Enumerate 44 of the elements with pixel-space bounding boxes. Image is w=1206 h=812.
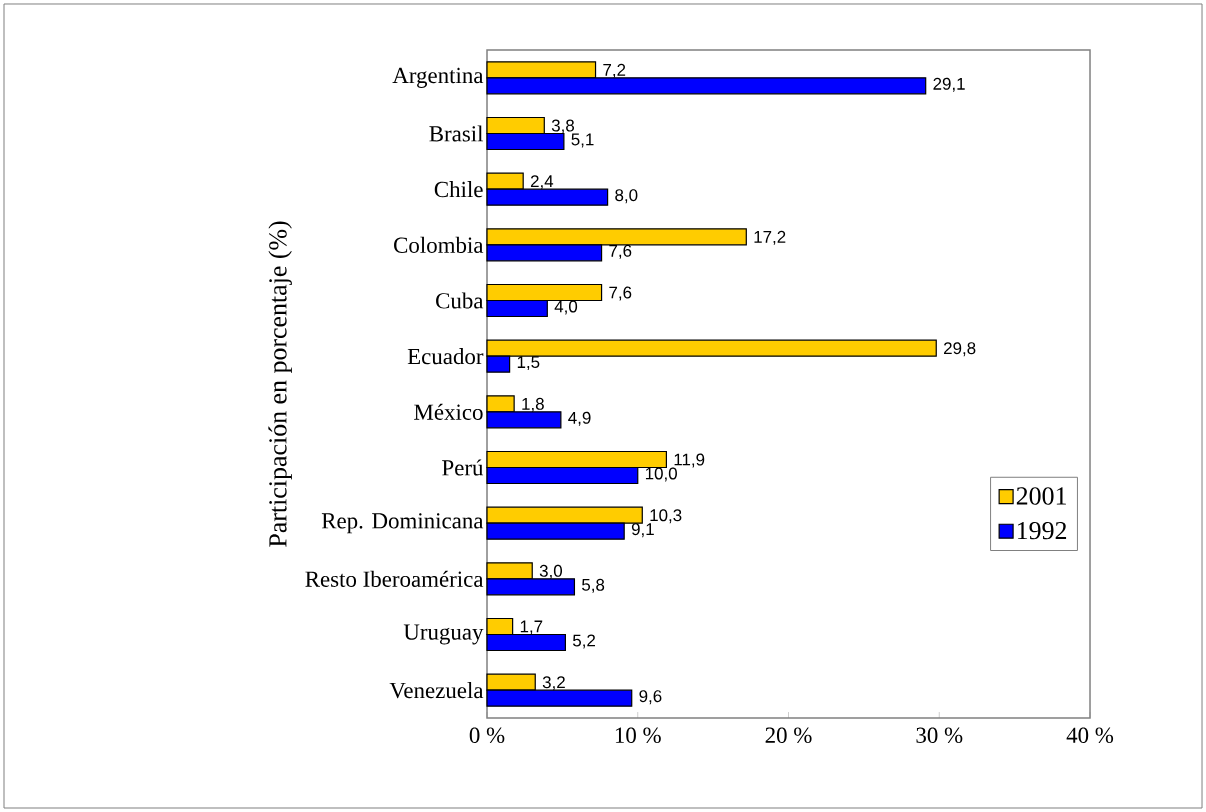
x-tick-label: 10 %	[615, 727, 661, 744]
x-tick-label: 20 %	[765, 727, 812, 744]
data-label: 5,1	[571, 133, 594, 148]
y-tick-label: Colombia	[394, 236, 484, 253]
legend-label: 2001	[1016, 487, 1066, 505]
y-tick-label: México	[414, 403, 483, 420]
data-label: 8,0	[615, 189, 638, 204]
y-tick-label: Cuba	[436, 292, 484, 309]
legend-label: 1992	[1017, 521, 1067, 540]
data-label: 7,6	[609, 286, 632, 301]
data-label: 7,6	[609, 244, 632, 259]
data-label: 3,0	[539, 564, 563, 579]
data-label: 4,9	[568, 411, 591, 426]
data-label: 1,5	[517, 356, 540, 371]
data-label: 11,9	[674, 453, 705, 468]
data-label: 3,2	[542, 676, 565, 691]
data-label: 7,2	[603, 63, 626, 78]
y-tick-label: Ecuador	[407, 348, 484, 365]
y-tick-label: Uruguay	[403, 624, 484, 645]
data-label: 9,6	[639, 690, 662, 705]
x-tick-label: 30 %	[916, 727, 963, 744]
y-tick-label: Venezuela	[389, 682, 484, 699]
data-label: 3,8	[551, 119, 575, 134]
data-label: 2,4	[530, 175, 554, 190]
y-tick-label: Chile	[434, 181, 483, 198]
y-tick-label: Argentina	[392, 67, 484, 88]
data-label: 9,1	[631, 523, 654, 538]
x-tick-label: 0 %	[469, 727, 505, 744]
data-label: 17,2	[754, 230, 786, 245]
y-tick-label: Perú	[442, 459, 484, 476]
x-tick-label: 40 %	[1066, 727, 1114, 744]
data-label: 1,8	[522, 397, 544, 412]
data-label: 29,1	[933, 77, 965, 92]
data-label: 1,7	[520, 620, 543, 635]
data-label: 10,3	[650, 509, 682, 524]
y-tick-label: Brasil	[429, 125, 484, 142]
y-tick-label: Rep. Dominicana	[321, 513, 484, 534]
data-label: 10,0	[645, 467, 677, 482]
data-label: 29,8	[944, 342, 976, 357]
data-label: 5,2	[572, 634, 595, 649]
data-label: 5,8	[582, 578, 605, 593]
y-tick-label: Resto Iberoamérica	[305, 570, 484, 587]
data-label: 4,0	[554, 300, 578, 315]
y-axis-title: Participación en porcentaje (%)	[268, 221, 292, 547]
